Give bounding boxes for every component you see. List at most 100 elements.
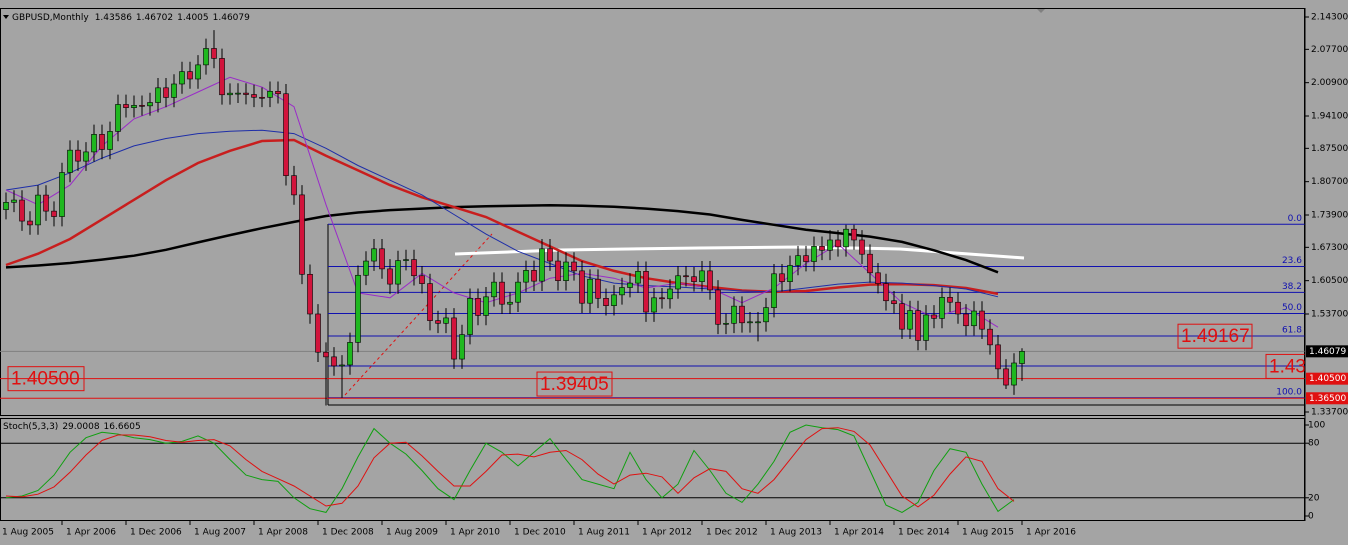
x-tick-label: 1 Aug 2015 [962, 528, 1014, 538]
x-tick-label: 1 Aug 2009 [386, 528, 438, 538]
candle-body [931, 314, 937, 319]
stoch-line [5, 424, 1015, 513]
candle-body [643, 271, 649, 313]
candle-body [955, 301, 961, 315]
trend-line [344, 233, 493, 396]
candle-body [843, 228, 849, 248]
candle-body [523, 270, 529, 283]
candle-body [707, 270, 713, 291]
y-tick-label: 1.73900 [1311, 210, 1348, 220]
candle-body [227, 92, 233, 96]
candle-body [299, 194, 305, 275]
candle-body [339, 364, 345, 367]
candle-body [131, 105, 137, 108]
candle-body [883, 283, 889, 302]
candle-body [115, 104, 121, 132]
candle-body [267, 90, 273, 98]
x-tick-label: 1 Dec 2014 [898, 528, 950, 538]
candle-body [19, 199, 25, 222]
candle-body [91, 134, 97, 153]
x-tick-label: 1 Dec 2012 [706, 528, 758, 538]
candle-body [923, 314, 929, 341]
last-price-label: 1.46079 [1309, 347, 1346, 357]
candle-body [587, 278, 593, 304]
candle-body [403, 259, 409, 261]
y-tick-label: 2.00900 [1311, 78, 1348, 88]
y-tick-label: 1.33700 [1311, 408, 1348, 418]
candle-body [211, 48, 217, 59]
candle-body [147, 102, 153, 107]
candle-body [27, 220, 33, 226]
moving-average [5, 129, 999, 298]
annotation-label: 1.40500 [11, 369, 80, 390]
candle-body [603, 298, 609, 306]
x-tick-label: 1 Aug 2007 [194, 528, 246, 538]
y-tick-label: 80 [1308, 439, 1320, 449]
candle-body [99, 134, 105, 150]
high: 1.46702 [136, 13, 173, 23]
candle-body [691, 276, 697, 282]
indicator: Stoch(5,3,3) [3, 422, 58, 432]
x-tick-label: 1 Apr 2012 [642, 528, 692, 538]
candle-body [323, 351, 329, 358]
candle-body [555, 260, 561, 281]
candle-body [803, 255, 809, 262]
x-tick-label: 1 Aug 2013 [770, 528, 822, 538]
candle-body [331, 356, 337, 367]
shift-marker [1037, 9, 1045, 13]
candle-body [3, 202, 9, 210]
fib-label: 23.6 [1282, 256, 1302, 266]
candle-body [763, 307, 769, 323]
candle-body [995, 344, 1001, 370]
x-tick-label: 1 Apr 2006 [66, 528, 116, 538]
candle-body [907, 310, 913, 330]
annotation-label: 1.49167 [1181, 326, 1250, 347]
candle-body [171, 83, 177, 98]
candle-body [747, 321, 753, 324]
candle-body [35, 194, 41, 226]
candle-body [443, 317, 449, 324]
candle-body [187, 71, 193, 80]
x-tick-label: 1 Dec 2006 [130, 528, 182, 538]
fib-label: 50.0 [1282, 303, 1302, 313]
candle-body [875, 272, 881, 284]
candle-body [939, 297, 945, 319]
y-tick-label: 2.14300 [1311, 13, 1348, 23]
candle-body [835, 239, 841, 248]
candle-body [731, 305, 737, 324]
candle-body [827, 239, 833, 251]
candle-body [307, 273, 313, 315]
x-tick-label: 1 Aug 2005 [2, 528, 54, 538]
moving-average [5, 138, 999, 296]
candle-body [667, 288, 673, 300]
candle-body [363, 260, 369, 276]
candle-body [571, 261, 577, 272]
candle-body [435, 320, 441, 324]
candle-body [379, 248, 385, 270]
candle-body [11, 199, 17, 203]
sub-plot [0, 424, 1305, 513]
candle-body [203, 48, 209, 66]
candle-body [419, 275, 425, 284]
candle-body [627, 282, 633, 288]
candle-body [411, 259, 417, 277]
annotation-label: 1.39405 [540, 374, 609, 395]
candle-body [659, 297, 665, 300]
candle-body [291, 175, 297, 196]
x-tick-label: 1 Apr 2010 [450, 528, 500, 538]
open: 1.43586 [95, 13, 132, 23]
candle-body [59, 172, 65, 217]
y-tick-label: 1.87500 [1311, 144, 1348, 154]
candle-body [243, 92, 249, 95]
candle-body [139, 105, 145, 107]
level-tag [1306, 392, 1348, 405]
candle-body [163, 87, 169, 98]
candle-body [259, 96, 265, 99]
candle-body [651, 297, 657, 313]
level-tag-label: 1.36500 [1309, 394, 1346, 404]
y-tick-label: 2.07700 [1311, 45, 1348, 55]
candle-body [491, 281, 497, 298]
annotation-box [536, 371, 613, 397]
